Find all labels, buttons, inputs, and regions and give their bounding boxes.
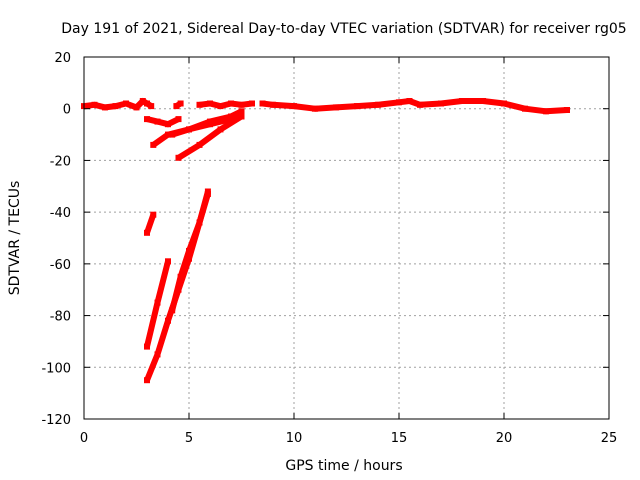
data-point xyxy=(175,116,182,123)
data-point xyxy=(123,100,129,107)
data-point xyxy=(564,107,570,113)
y-tick-label: -60 xyxy=(50,258,71,273)
data-point xyxy=(459,98,465,104)
data-point xyxy=(165,131,171,138)
data-point xyxy=(169,307,176,314)
data-point xyxy=(406,98,413,104)
data-point xyxy=(238,108,245,115)
data-point xyxy=(522,105,528,112)
data-point xyxy=(91,101,98,108)
data-point xyxy=(333,104,339,111)
data-series-steep-drop-1 xyxy=(144,258,171,350)
data-point xyxy=(259,100,266,107)
x-tick-label: 25 xyxy=(601,431,618,446)
data-point xyxy=(204,191,211,197)
data-point xyxy=(154,118,161,125)
data-series-steep-drop-3 xyxy=(169,191,211,314)
data-point xyxy=(375,101,381,108)
chart-title: Day 191 of 2021, Sidereal Day-to-day VTE… xyxy=(61,21,626,37)
data-point xyxy=(207,100,213,107)
data-point xyxy=(543,108,549,115)
grid xyxy=(84,57,609,419)
data-point xyxy=(150,141,157,148)
series-line xyxy=(146,116,180,128)
data-point xyxy=(217,126,224,133)
data-point xyxy=(238,113,245,120)
data-point xyxy=(354,103,360,110)
x-axis: 0 5 10 15 20 25 xyxy=(80,57,617,446)
data-point xyxy=(175,154,182,161)
data-point xyxy=(144,343,150,350)
data-point xyxy=(196,101,203,108)
data-point xyxy=(154,351,161,358)
data-point xyxy=(165,121,171,128)
series-line xyxy=(171,116,232,138)
data-point xyxy=(249,100,255,107)
data-point xyxy=(228,116,234,123)
data-point xyxy=(186,126,192,133)
data-series xyxy=(81,98,570,384)
data-series-dip-4 xyxy=(169,116,234,138)
data-point xyxy=(396,99,402,106)
x-tick-label: 5 xyxy=(185,431,193,446)
data-series-dip-3 xyxy=(175,113,245,161)
data-point xyxy=(501,100,507,107)
y-tick-label: -100 xyxy=(41,361,71,376)
data-point xyxy=(228,100,234,107)
data-point xyxy=(270,101,276,108)
data-point xyxy=(112,103,119,110)
y-tick-label: -40 xyxy=(50,206,71,221)
data-point xyxy=(238,101,245,108)
series-line xyxy=(176,113,244,161)
data-point xyxy=(177,273,184,280)
data-series-short-segment xyxy=(173,100,184,110)
data-point xyxy=(417,101,423,108)
y-tick-label: 0 xyxy=(63,103,71,118)
y-tick-label: -120 xyxy=(41,413,71,428)
data-point xyxy=(139,98,146,104)
data-point xyxy=(196,141,203,148)
data-point xyxy=(438,100,444,107)
data-point xyxy=(169,131,176,138)
data-point xyxy=(173,103,180,110)
data-point xyxy=(154,299,161,306)
y-axis-label: SDTVAR / TECUs xyxy=(7,181,23,296)
data-series-dip-1 xyxy=(144,116,182,128)
data-point xyxy=(133,104,140,111)
data-series-short-drop xyxy=(144,211,157,236)
x-tick-label: 10 xyxy=(286,431,303,446)
data-point xyxy=(177,100,184,107)
data-series-near-zero-band-2 xyxy=(196,100,255,110)
x-axis-label: GPS time / hours xyxy=(285,458,402,474)
x-tick-label: 0 xyxy=(80,431,88,446)
series-line xyxy=(144,213,157,234)
data-point xyxy=(144,116,150,123)
data-point xyxy=(291,103,297,110)
y-tick-label: 20 xyxy=(54,51,71,66)
y-axis: 20 0 -20 -40 -60 -80 -100 -120 xyxy=(41,51,609,428)
data-series-near-zero-band-3 xyxy=(259,98,570,115)
data-point xyxy=(148,103,155,110)
data-point xyxy=(312,105,318,112)
data-point xyxy=(102,104,108,111)
y-tick-label: -80 xyxy=(50,310,71,325)
data-point xyxy=(165,258,171,265)
data-point xyxy=(144,100,150,107)
data-point xyxy=(480,98,486,104)
data-point xyxy=(186,247,192,254)
data-point xyxy=(144,229,150,236)
data-point xyxy=(165,317,171,324)
y-tick-label: -20 xyxy=(50,154,71,169)
data-point xyxy=(207,121,213,128)
data-point xyxy=(144,377,150,384)
data-point xyxy=(150,211,157,218)
x-tick-label: 15 xyxy=(391,431,408,446)
x-tick-label: 20 xyxy=(496,431,513,446)
data-point xyxy=(217,103,224,110)
data-point xyxy=(196,219,203,226)
plot-frame xyxy=(83,56,610,420)
